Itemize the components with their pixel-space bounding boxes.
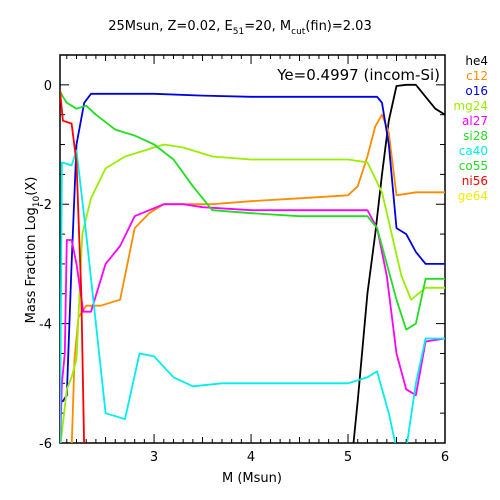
legend-item-mg24: mg24 [453,99,488,113]
x-tick-label: 6 [441,450,449,465]
series-line-ni56 [60,90,85,443]
x-axis-label: M (Msun) [222,471,282,486]
legend-item-he4: he4 [465,54,488,68]
chart-title-part2: =20, M [244,19,291,34]
legend-item-co55: co55 [459,159,488,173]
y-axis-label-tail: (X) [24,177,39,196]
series-line-si28 [60,90,445,331]
chart-title-sub2: cut [291,27,306,37]
chart-title: 25Msun, Z=0.02, E51=20, Mcut(fin)=2.03 [108,19,371,37]
series-line-o16 [60,92,445,403]
legend-item-si28: si28 [463,129,488,143]
legend-item-ge64: ge64 [458,189,488,203]
y-axis-label-sub: 10 [32,195,42,207]
y-axis-label: Mass Fraction Log10(X) [24,177,42,324]
plot-frame [59,54,446,444]
series-line-ca40 [60,149,445,443]
series-line-mg24 [60,143,445,443]
chart-title-part1: 25Msun, Z=0.02, E [108,19,233,34]
chart-title-sub1: 51 [233,27,244,37]
legend-item-c12: c12 [466,69,488,83]
x-tick-label: 3 [150,450,158,465]
x-tick-label: 5 [344,450,352,465]
chart-annotation: Ye=0.4997 (incom-Si) [276,66,440,84]
legend-item-o16: o16 [465,84,488,98]
y-tick-label: 0 [44,79,52,94]
series-line-c12 [70,113,445,443]
series-line-he4 [352,83,445,443]
y-axis-label-main: Mass Fraction Log [24,207,39,323]
legend-item-ni56: ni56 [462,174,488,188]
x-tick-label: 4 [247,450,255,465]
legend-item-al27: al27 [462,114,488,128]
legend-item-ca40: ca40 [459,144,488,158]
series-line-al27 [60,203,445,443]
y-tick-label: -6 [39,437,52,452]
chart-title-part3: (fin)=2.03 [305,19,371,34]
y-tick-label: -2 [39,198,52,213]
y-tick-label: -4 [39,318,52,333]
